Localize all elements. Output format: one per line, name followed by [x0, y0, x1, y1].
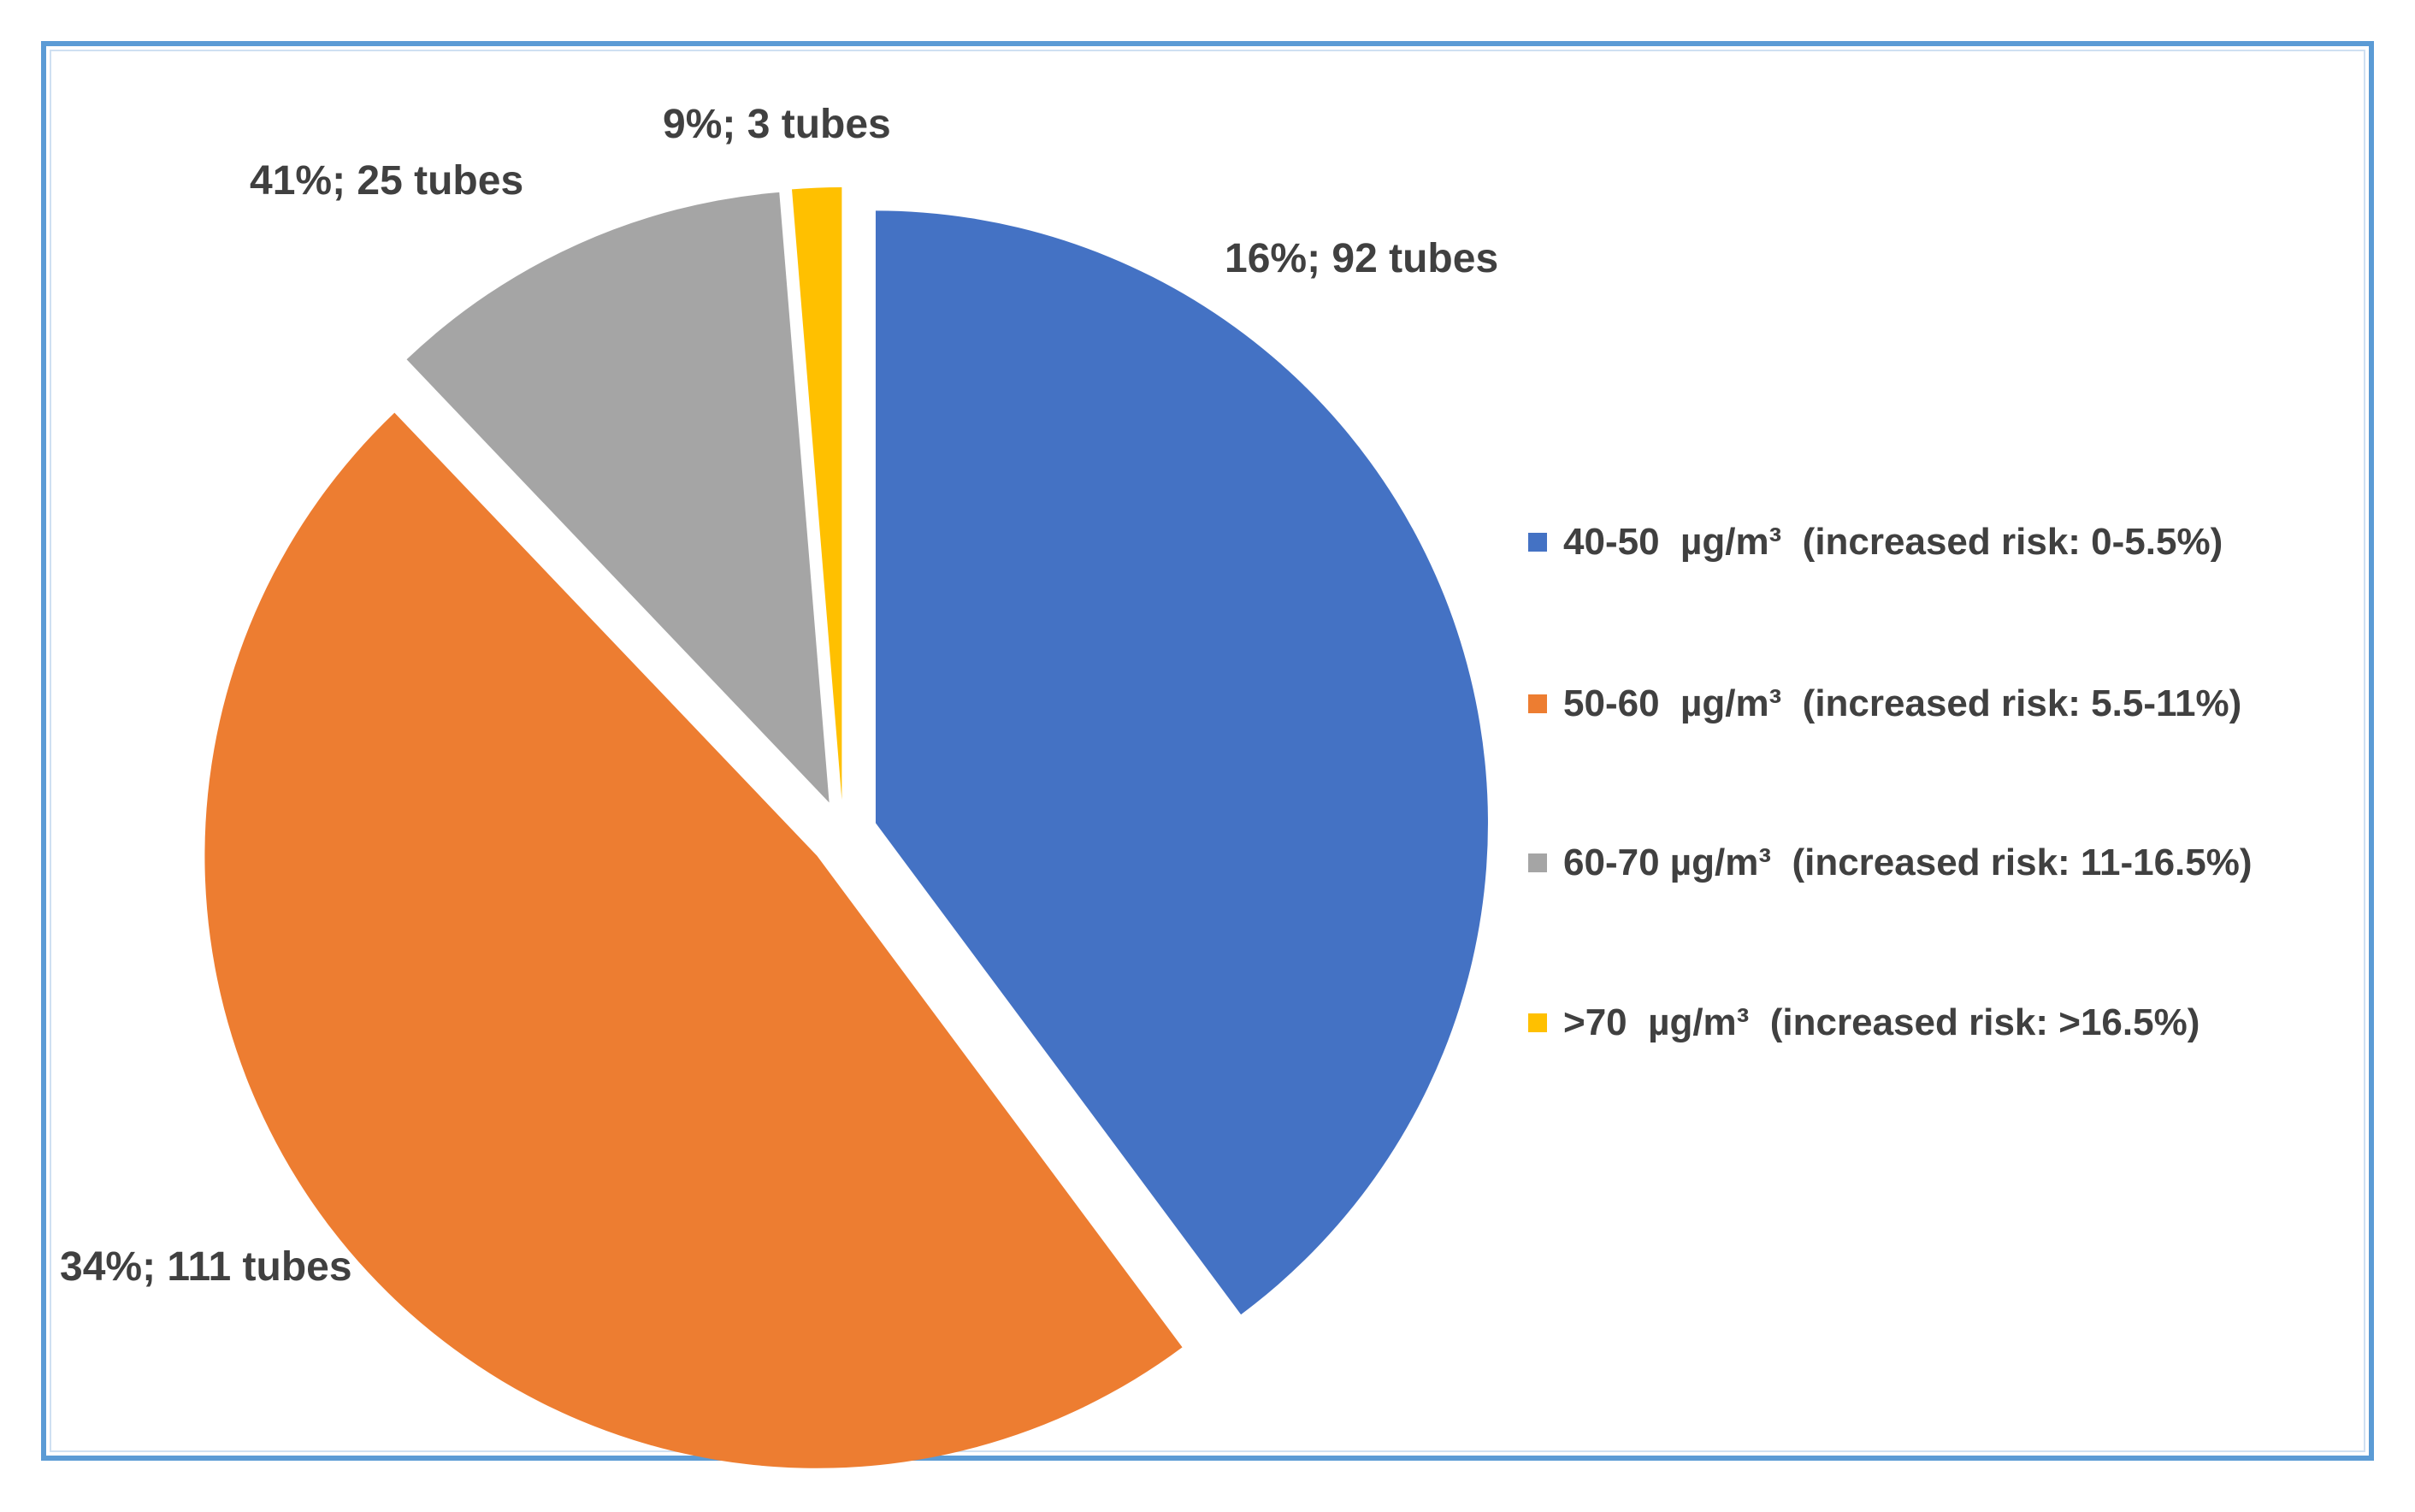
legend: 40-50 µg/m³ (increased risk: 0-5.5%) 50-…: [1528, 521, 2253, 1043]
legend-swatch-40-50: [1528, 533, 1547, 552]
pie-slice-over-70: [792, 187, 842, 800]
legend-swatch-50-60: [1528, 694, 1547, 713]
pie-slices: [204, 187, 1488, 1468]
legend-label-40-50: 40-50 µg/m³ (increased risk: 0-5.5%): [1563, 521, 2223, 563]
data-label-60-70: 41%; 25 tubes: [250, 158, 523, 204]
pie-slice-50-60: [204, 412, 1183, 1468]
data-label-40-50: 16%; 92 tubes: [1225, 236, 1498, 281]
legend-label-50-60: 50-60 µg/m³ (increased risk: 5.5-11%): [1563, 682, 2241, 724]
pie-slice-40-50: [875, 210, 1488, 1315]
legend-label-60-70: 60-70 µg/m³ (increased risk: 11-16.5%): [1563, 842, 2253, 883]
legend-swatch-60-70: [1528, 853, 1547, 872]
data-label-50-60: 34%; 111 tubes: [60, 1244, 352, 1290]
legend-swatch-over-70: [1528, 1013, 1547, 1032]
legend-label-over-70: >70 µg/m³ (increased risk: >16.5%): [1563, 1001, 2199, 1043]
data-label-over-70: 9%; 3 tubes: [663, 102, 891, 147]
pie-slice-60-70: [406, 192, 830, 803]
